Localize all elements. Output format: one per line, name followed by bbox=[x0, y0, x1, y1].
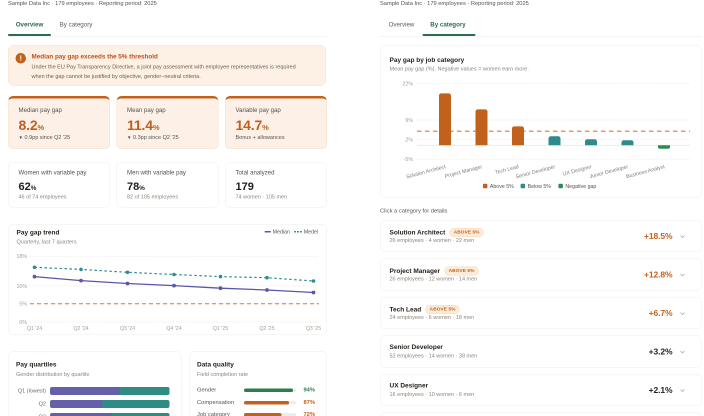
svg-text:0%: 0% bbox=[19, 320, 27, 326]
svg-text:22%: 22% bbox=[402, 82, 413, 88]
svg-text:UX Designer: UX Designer bbox=[562, 164, 593, 178]
svg-text:Solution Architect: Solution Architect bbox=[406, 164, 447, 180]
svg-text:9%: 9% bbox=[405, 118, 413, 124]
svg-text:-5%: -5% bbox=[404, 157, 414, 163]
svg-text:2%: 2% bbox=[405, 138, 413, 144]
svg-text:Q1 '25: Q1 '25 bbox=[213, 326, 228, 332]
svg-text:Junior Developer: Junior Developer bbox=[589, 164, 629, 180]
svg-text:Senior Developer: Senior Developer bbox=[515, 164, 556, 180]
svg-text:Below 5%: Below 5% bbox=[528, 184, 552, 190]
svg-text:Project Manager: Project Manager bbox=[444, 164, 483, 180]
svg-text:Q4 '24: Q4 '24 bbox=[166, 326, 181, 332]
svg-text:Q3 '24: Q3 '24 bbox=[120, 326, 135, 332]
svg-text:Q2 '25: Q2 '25 bbox=[259, 326, 274, 332]
svg-text:Negative gap: Negative gap bbox=[565, 184, 596, 190]
svg-text:5%: 5% bbox=[19, 302, 27, 308]
svg-text:10%: 10% bbox=[16, 284, 27, 290]
svg-text:Q2 '24: Q2 '24 bbox=[73, 326, 88, 332]
svg-text:18%: 18% bbox=[16, 254, 27, 260]
svg-text:Q3 '25: Q3 '25 bbox=[306, 326, 321, 332]
svg-text:Q1 '24: Q1 '24 bbox=[27, 326, 42, 332]
svg-text:Above 5%: Above 5% bbox=[490, 184, 514, 190]
svg-text:Business Analyst: Business Analyst bbox=[626, 164, 666, 180]
